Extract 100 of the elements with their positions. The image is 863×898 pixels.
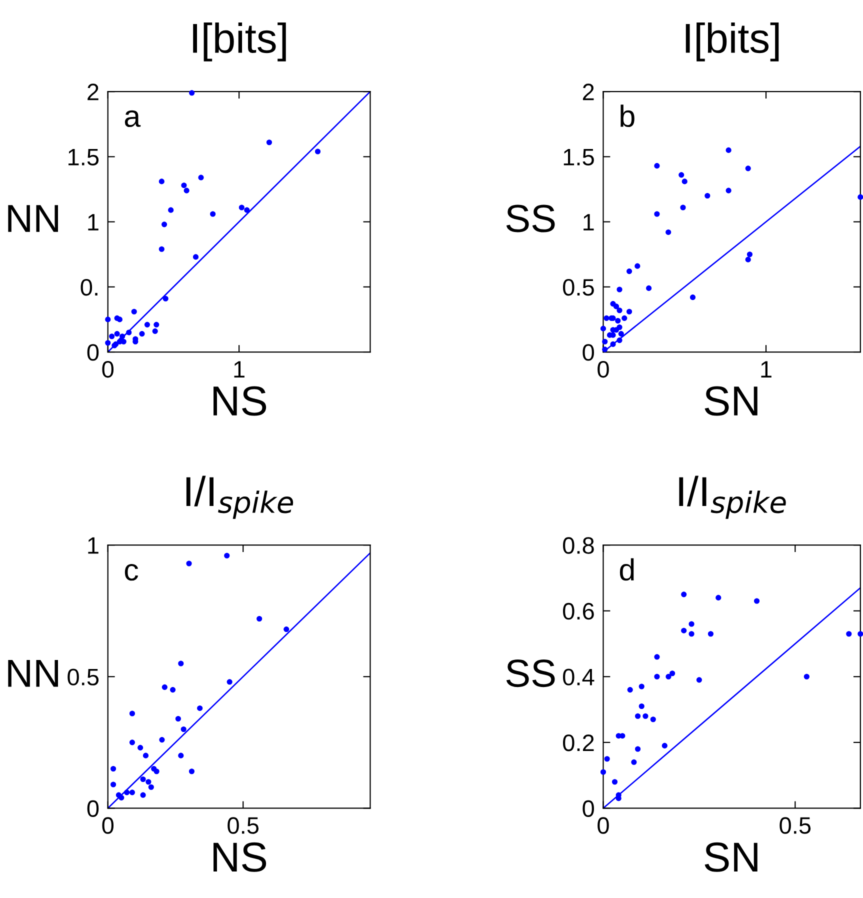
point [726,147,732,153]
point [678,172,684,178]
point [162,684,168,690]
y-axis-title: NN [8,205,58,232]
point [604,315,610,321]
point [654,654,660,660]
point [666,229,672,235]
point [666,674,672,680]
point [184,188,190,194]
point [110,766,116,772]
y-axis-title: NN [8,660,58,687]
y-tick-label: 0.6 [563,602,594,620]
point [129,710,135,716]
y-tick-label: 1 [88,214,98,230]
point [650,716,656,722]
point [602,338,608,344]
chart-title: I[bits] [193,22,286,62]
x-tick-label: 0.5 [780,817,811,834]
y-tick-label: 0 [582,344,594,361]
point [154,768,160,774]
point [638,703,644,710]
point [189,90,195,96]
chart-title: I[bits] [686,22,779,62]
x-axis-title: SN [704,386,758,416]
point [688,631,694,637]
point [626,268,632,274]
annotation: b [620,104,634,128]
point [635,713,641,719]
point [188,768,194,774]
point [148,784,154,790]
point [858,631,863,637]
point [181,182,187,188]
point [198,174,204,180]
point [654,211,660,217]
point [745,166,751,172]
y-tick-label: 0. [80,278,98,296]
point [256,616,262,622]
point [682,178,688,184]
point [178,660,184,666]
point [726,188,732,194]
y-tick-label: 0.8 [563,537,594,554]
point [110,782,116,788]
y-tick-label: 1 [584,214,594,230]
annotation: c [124,564,138,581]
point [638,684,644,690]
point [680,204,686,210]
x-tick-label: 0 [102,817,114,834]
y-axis-title: SS [506,660,555,688]
point [670,670,676,676]
point [109,334,115,340]
point [197,705,203,711]
point [116,316,122,322]
point [226,679,232,685]
point [618,331,624,337]
point [159,737,165,743]
point [616,286,622,292]
point [175,716,181,722]
point [162,222,168,228]
point [681,628,687,634]
point [129,790,135,796]
y-tick-label: 0.5 [563,278,594,296]
point [139,331,145,337]
point [654,674,660,680]
point [610,341,616,347]
point [105,316,111,322]
x-tick-label: 1 [761,361,772,378]
point [646,285,652,291]
point [224,552,230,558]
point [158,246,164,252]
annotation: a [124,110,141,128]
point [631,759,637,765]
point [124,790,130,796]
point [613,304,620,310]
x-tick-label: 0 [102,360,114,378]
point [626,308,632,314]
point [118,794,124,800]
point [238,204,244,210]
annotation: d [620,558,634,581]
point [612,779,618,785]
point [168,207,174,213]
point [170,687,176,693]
y-tick-label: 2 [88,84,98,100]
point [105,340,111,346]
point [688,621,694,627]
point [266,140,272,146]
point [604,756,610,762]
point [690,294,696,300]
x-tick-label: 1 [234,361,244,378]
y-tick-label: 1 [88,537,98,554]
point [704,192,710,199]
point [140,792,146,798]
y-tick-label: 0 [582,800,594,817]
point [146,779,152,785]
y-tick-label: 2 [582,84,594,100]
y-tick-label: 0.5 [68,668,99,686]
point [622,315,628,321]
point [162,296,168,302]
point [804,674,810,680]
x-tick-label: 0.5 [228,817,259,834]
point [681,592,687,598]
